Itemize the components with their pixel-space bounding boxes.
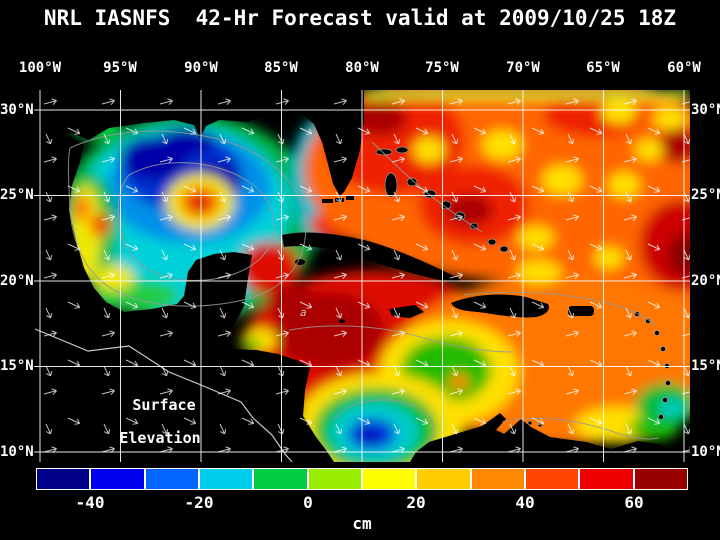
- colorbar-segment: [198, 468, 254, 490]
- colorbar-tick-label: -40: [75, 493, 105, 512]
- colorbar-tick-label: 0: [303, 493, 313, 512]
- lat-tick-label: 10°N: [691, 444, 720, 460]
- lon-tick-label: 100°W: [18, 60, 62, 76]
- colorbar-segment: [416, 468, 471, 490]
- map-canvas: a: [34, 90, 690, 462]
- wind-vector-arrows: [34, 90, 690, 462]
- lat-tick-label: 30°N: [0, 102, 34, 118]
- colorbar-segment: [90, 468, 145, 490]
- lat-tick-label: 30°N: [691, 102, 720, 118]
- lat-tick-label: 15°N: [0, 358, 34, 374]
- colorbar-tick-label: 40: [515, 493, 535, 512]
- lat-tick-label: 25°N: [0, 187, 34, 203]
- colorbar-segment: [144, 468, 199, 490]
- colorbar-units-label: cm: [352, 514, 372, 533]
- lat-tick-label: 15°N: [691, 358, 720, 374]
- colorbar-segment: [307, 468, 362, 490]
- colorbar-segment: [633, 468, 688, 490]
- colorbar-tick-label: 20: [406, 493, 426, 512]
- colorbar-segment: [470, 468, 525, 490]
- lon-tick-label: 75°W: [425, 60, 459, 76]
- lon-tick-label: 85°W: [264, 60, 298, 76]
- colorbar-segment: [524, 468, 580, 490]
- colorbar-tick-label: -20: [184, 493, 214, 512]
- colorbar-segment: [253, 468, 308, 490]
- colorbar-segments: [36, 468, 688, 490]
- map-region: a: [34, 90, 690, 462]
- colorbar-segment: [361, 468, 417, 490]
- lon-tick-label: 80°W: [345, 60, 379, 76]
- lat-tick-label: 25°N: [691, 187, 720, 203]
- figure-title: NRL IASNFS 42-Hr Forecast valid at 2009/…: [43, 6, 677, 30]
- lon-tick-label: 70°W: [506, 60, 540, 76]
- lon-tick-label: 60°W: [667, 60, 701, 76]
- lat-tick-label: 20°N: [0, 273, 34, 289]
- lat-tick-label: 10°N: [0, 444, 34, 460]
- colorbar-segment: [36, 468, 91, 490]
- colorbar-tick-label: 60: [624, 493, 644, 512]
- lon-tick-label: 65°W: [586, 60, 620, 76]
- field-label-surface: Surface: [132, 396, 196, 414]
- field-label-elevation: Elevation: [119, 429, 201, 447]
- colorbar-segment: [579, 468, 634, 490]
- contour-label: a: [300, 306, 307, 319]
- lat-tick-label: 20°N: [691, 273, 720, 289]
- lon-tick-label: 90°W: [184, 60, 218, 76]
- lon-tick-label: 95°W: [103, 60, 137, 76]
